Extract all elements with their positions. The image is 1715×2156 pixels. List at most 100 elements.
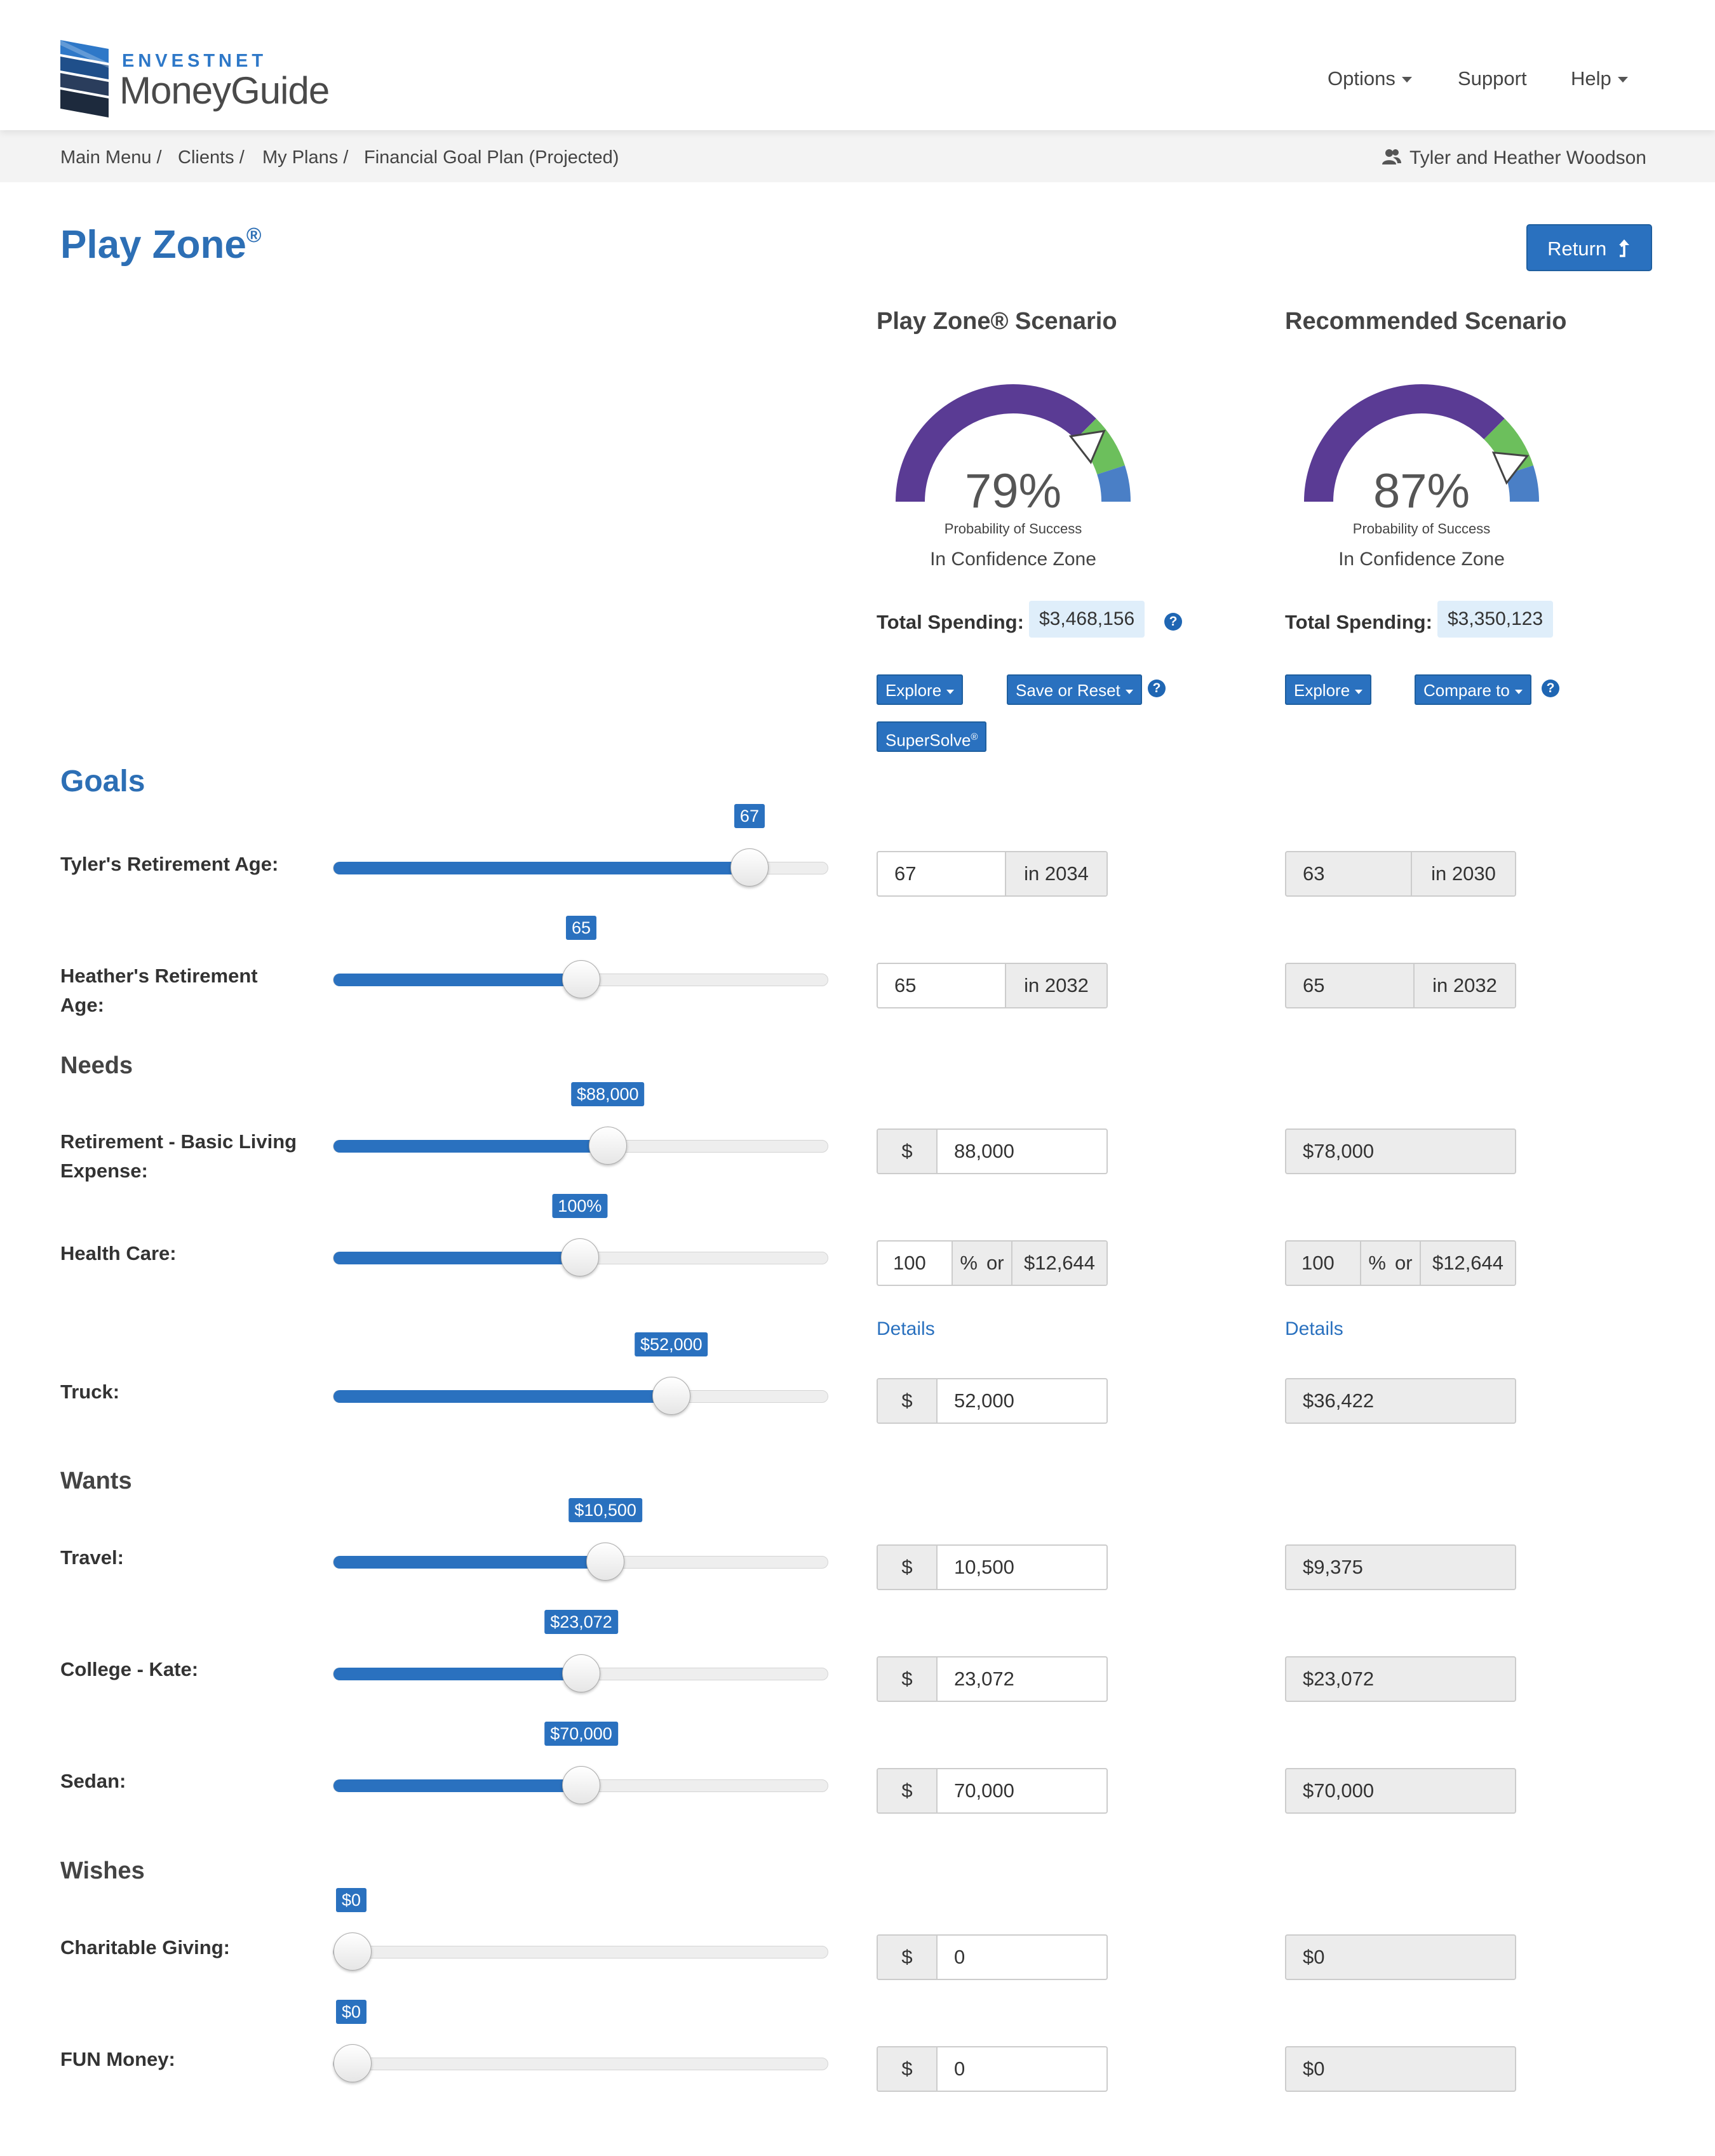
playzone-health-care-details-link[interactable]: Details — [877, 1318, 935, 1339]
amount-value[interactable]: 23,072 — [954, 1668, 1014, 1690]
recommended-spending-value: $3,350,123 — [1437, 601, 1554, 638]
amount-value[interactable]: 0 — [954, 1946, 965, 1968]
breadcrumb-label: Clients — [178, 147, 234, 168]
amount-value[interactable]: 52,000 — [954, 1389, 1014, 1412]
slider-handle[interactable] — [588, 1127, 627, 1165]
college-kate-input[interactable]: $ 23,072 — [877, 1656, 1108, 1702]
recommended-explore-button[interactable]: Explore — [1285, 674, 1372, 705]
dollar-addon: $ — [878, 1769, 938, 1812]
amount-value[interactable]: 70,000 — [954, 1779, 1014, 1802]
slider-handle[interactable] — [562, 1766, 600, 1804]
question-circle-icon[interactable]: ? — [1148, 680, 1166, 697]
help-menu-label: Help — [1571, 67, 1611, 90]
slider-handle[interactable] — [560, 1238, 599, 1276]
charitable-giving-input[interactable]: $ 0 — [877, 1934, 1108, 1980]
travel-label: Travel: — [60, 1546, 124, 1569]
slider-handle[interactable] — [562, 1654, 600, 1692]
recommended-probability-value: 87% — [1373, 464, 1470, 518]
return-button-label: Return — [1547, 238, 1607, 260]
truck-input[interactable]: $ 52,000 — [877, 1378, 1108, 1424]
question-circle-icon[interactable]: ? — [1164, 613, 1182, 631]
fun-money-slider[interactable]: $0 — [333, 2000, 828, 2082]
age-value[interactable]: 67 — [894, 862, 917, 885]
slider-value-tooltip: $23,072 — [544, 1610, 618, 1634]
compare-to-button[interactable]: Compare to — [1415, 674, 1531, 705]
gauge-arcs — [1304, 384, 1539, 502]
charitable-giving-slider[interactable]: $0 — [333, 1888, 828, 1971]
save-or-reset-button[interactable]: Save or Reset — [1007, 674, 1142, 705]
recommended-truck: $36,422 — [1285, 1378, 1516, 1424]
amount-value[interactable]: 0 — [954, 2058, 965, 2080]
brand-name-main: MoneyGuide — [119, 69, 330, 112]
travel-slider[interactable]: $10,500 — [333, 1498, 828, 1581]
sedan-slider[interactable]: $70,000 — [333, 1722, 828, 1804]
recommended-basic-living-expense: $78,000 — [1285, 1128, 1516, 1174]
slider-handle[interactable] — [652, 1377, 690, 1415]
page-title-text: Play Zone — [60, 223, 246, 267]
slider-value-tooltip: 67 — [734, 804, 765, 828]
slider-handle[interactable] — [730, 848, 769, 887]
slider-fill — [333, 1556, 606, 1569]
recommended-charitable-giving: $0 — [1285, 1934, 1516, 1980]
retirement-year: in 2032 — [1005, 964, 1106, 1007]
breadcrumb-main-menu[interactable]: Main Menu / — [60, 147, 162, 168]
registered-mark: ® — [971, 732, 978, 742]
health-care-input[interactable]: 100 % or $12,644 — [877, 1240, 1108, 1286]
recommended-tyler-retirement-age: 63 in 2030 — [1285, 851, 1516, 897]
breadcrumb-current-plan: Financial Goal Plan (Projected) — [364, 147, 619, 168]
dollar-addon: $ — [878, 1130, 938, 1173]
heather-retirement-age-label: Heather's Retirement Age: — [60, 965, 258, 1016]
help-menu[interactable]: Help — [1571, 67, 1628, 90]
recommended-health-care: 100 % or $12,644 — [1285, 1240, 1516, 1286]
dollar-addon: $ — [878, 1379, 938, 1423]
amount-value[interactable]: 10,500 — [954, 1556, 1014, 1578]
heather-retirement-age-input[interactable]: 65 in 2032 — [877, 963, 1108, 1008]
breadcrumb — [0, 130, 1715, 182]
heather-retirement-age-slider[interactable]: 65 — [333, 916, 828, 998]
recommended-health-care-details-link[interactable]: Details — [1285, 1318, 1343, 1339]
top-navbar: ENVESTNET MoneyGuide Options Support Hel… — [0, 0, 1715, 130]
question-circle-icon[interactable]: ? — [1542, 680, 1559, 697]
options-menu[interactable]: Options — [1328, 67, 1412, 90]
truck-label: Truck: — [60, 1381, 120, 1403]
truck-slider[interactable]: $52,000 — [333, 1332, 828, 1415]
playzone-scenario-title: Play Zone® Scenario — [877, 308, 1117, 335]
percent-value[interactable]: 100 — [893, 1252, 926, 1274]
return-button[interactable]: Return — [1526, 224, 1652, 271]
gauge-arcs — [896, 384, 1131, 502]
percent-symbol: % — [960, 1252, 978, 1274]
breadcrumb-clients[interactable]: Clients / — [178, 147, 245, 168]
slider-handle[interactable] — [562, 960, 600, 998]
college-kate-slider[interactable]: $23,072 — [333, 1610, 828, 1692]
amount-value: $70,000 — [1303, 1779, 1375, 1802]
slider-fill — [333, 1140, 608, 1153]
tyler-retirement-age-slider[interactable]: 67 — [333, 804, 828, 887]
tyler-retirement-age-input[interactable]: 67 in 2034 — [877, 851, 1108, 897]
or-text: or — [986, 1252, 1004, 1274]
slider-value-tooltip: 100% — [552, 1194, 608, 1218]
health-care-slider[interactable]: 100% — [333, 1194, 828, 1276]
supersolve-button[interactable]: SuperSolve® — [877, 721, 987, 752]
dollar-addon: $ — [878, 1657, 938, 1701]
playzone-explore-button[interactable]: Explore — [877, 674, 964, 705]
basic-living-expense-input[interactable]: $ 88,000 — [877, 1128, 1108, 1174]
caret-down-icon — [1401, 77, 1412, 83]
sedan-input[interactable]: $ 70,000 — [877, 1768, 1108, 1814]
basic-living-expense-slider[interactable]: $88,000 — [333, 1082, 828, 1165]
slider-handle[interactable] — [333, 2044, 372, 2082]
gauge-pointer-icon — [1068, 429, 1106, 464]
basic-living-expense-label: Retirement - Basic Living Expense: — [60, 1130, 297, 1182]
fun-money-input[interactable]: $ 0 — [877, 2046, 1108, 2092]
breadcrumb-my-plans[interactable]: My Plans / — [262, 147, 349, 168]
amount-value[interactable]: 88,000 — [954, 1140, 1014, 1162]
envestnet-logo-icon — [60, 40, 109, 117]
support-link[interactable]: Support — [1458, 67, 1527, 90]
slider-handle[interactable] — [333, 1932, 372, 1971]
travel-input[interactable]: $ 10,500 — [877, 1544, 1108, 1590]
amount-value: $0 — [1303, 2058, 1325, 2080]
slider-handle[interactable] — [586, 1543, 625, 1581]
slider-fill — [333, 974, 581, 986]
brand-name-top: ENVESTNET — [122, 51, 267, 71]
age-value[interactable]: 65 — [894, 974, 917, 996]
registered-mark: ® — [246, 224, 262, 246]
